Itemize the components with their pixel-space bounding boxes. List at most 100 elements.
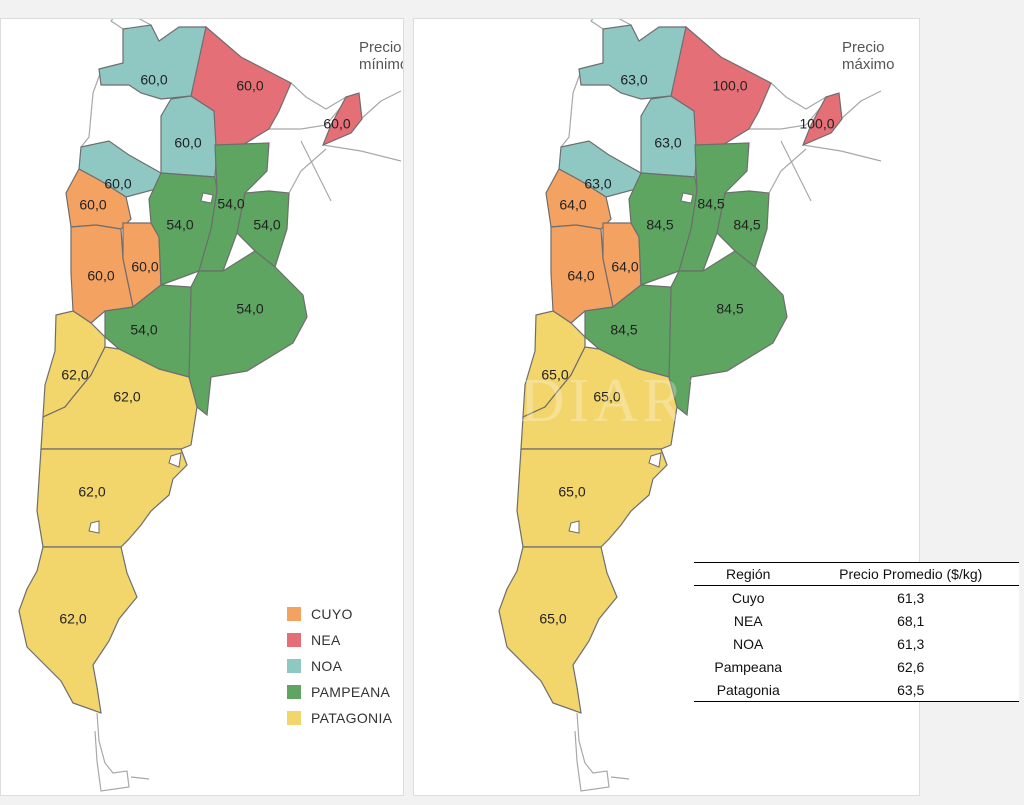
price-label-noa-south: 63,0 xyxy=(584,176,611,192)
region-cell: Pampeana xyxy=(714,658,783,675)
lake-shape xyxy=(568,520,580,534)
price-label-pat-chubut: 62,0 xyxy=(78,484,105,500)
province-noa-north xyxy=(578,24,689,100)
price-label-pam-entrerios: 54,0 xyxy=(253,217,280,233)
region-cell: Patagonia xyxy=(694,678,803,702)
table-row: Patagonia 63,5 xyxy=(694,678,1019,702)
price-label-pat-chubut: 65,0 xyxy=(558,484,585,500)
legend-item-patagonia: PATAGONIA xyxy=(287,705,392,731)
legend-label: NOA xyxy=(311,658,343,674)
legend-item-pampeana: PAMPEANA xyxy=(287,679,392,705)
column-header-region: Región xyxy=(694,562,803,586)
price-label-nea-chaco: 100,0 xyxy=(712,78,747,94)
country-border xyxy=(749,100,827,130)
price-label-nea-chaco: 60,0 xyxy=(236,78,263,94)
legend-label: NEA xyxy=(311,632,341,648)
price-label-pat-santacruz: 62,0 xyxy=(59,611,86,627)
country-border xyxy=(269,100,347,130)
map-geometry: 60,0 60,0 60,0 60,0 60,0 60,0 60,0 60,0 54,0 54,0… xyxy=(18,19,402,792)
province-noa-north xyxy=(98,24,209,100)
legend-swatch xyxy=(287,659,301,673)
watermark-logo: DIARIO xyxy=(520,367,761,435)
province-nea-chaco xyxy=(190,25,292,147)
price-label-noa-north: 60,0 xyxy=(140,72,167,88)
country-border xyxy=(130,776,150,780)
price-label-cuyo-sanluis: 60,0 xyxy=(131,259,158,275)
province-pat-santacruz xyxy=(18,546,138,714)
country-border xyxy=(94,712,130,792)
price-label-pam-cordoba: 54,0 xyxy=(166,217,193,233)
map-title: Precio máximo xyxy=(840,39,919,73)
legend-swatch xyxy=(287,711,301,725)
lake-shape xyxy=(168,452,182,468)
price-label-pat-neuquen: 65,0 xyxy=(541,367,568,383)
price-label-pat-rionegro: 62,0 xyxy=(113,389,140,405)
legend-label: PAMPEANA xyxy=(311,684,391,700)
price-label-noa-south: 60,0 xyxy=(104,176,131,192)
country-border xyxy=(110,19,152,32)
legend-swatch xyxy=(287,607,301,621)
price-label-cuyo-sanjuan: 64,0 xyxy=(559,197,586,213)
price-label-cuyo-mendoza: 64,0 xyxy=(567,268,594,284)
province-pam-entrerios xyxy=(236,190,290,269)
argentina-map-min: 60,0 60,0 60,0 60,0 60,0 60,0 60,0 60,0 54,0 54,0… xyxy=(18,19,402,792)
legend-label: CUYO xyxy=(311,606,353,622)
legend-label: PATAGONIA xyxy=(311,710,393,726)
table-header-row: Región Precio Promedio ($/kg) xyxy=(694,562,1019,586)
country-border xyxy=(290,82,347,110)
country-border xyxy=(80,70,102,148)
price-label-nea-misiones: 60,0 xyxy=(323,116,350,132)
price-label-pam-entrerios: 84,5 xyxy=(733,217,760,233)
argentina-map-max: 63,0 63,0 63,0 100,0 100,0 64,0 64,0 64,0 84,5 84… xyxy=(498,19,882,792)
province-pam-entrerios xyxy=(716,190,770,269)
province-pam-cordoba xyxy=(148,172,218,286)
price-cell: 61,3 xyxy=(897,635,925,652)
price-label-pam-buenosaires: 84,5 xyxy=(716,301,743,317)
legend: CUYO NEA NOA PAMPEANA PATAGONIA xyxy=(287,601,392,731)
price-label-noa-north: 63,0 xyxy=(620,72,647,88)
legend-item-nea: NEA xyxy=(287,627,392,653)
province-nea-misiones xyxy=(801,92,843,147)
price-label-pam-lapampa: 84,5 xyxy=(610,322,637,338)
price-cell: 62,6 xyxy=(897,658,925,675)
price-label-cuyo-sanluis: 64,0 xyxy=(611,259,638,275)
table-row: Cuyo 61,3 xyxy=(694,586,1019,610)
province-pat-santacruz xyxy=(498,546,618,714)
legend-swatch xyxy=(287,633,301,647)
province-pam-cordoba xyxy=(628,172,698,286)
country-border xyxy=(322,144,402,162)
price-label-cuyo-sanjuan: 60,0 xyxy=(79,197,106,213)
price-label-cuyo-mendoza: 60,0 xyxy=(87,268,114,284)
column-header-price: Precio Promedio ($/kg) xyxy=(802,562,1019,586)
table-row: Pampeana 62,6 xyxy=(694,655,1019,678)
price-label-pam-santafe: 54,0 xyxy=(217,196,244,212)
country-border xyxy=(300,140,332,202)
price-label-pat-neuquen: 62,0 xyxy=(61,367,88,383)
region-cell: NEA xyxy=(733,612,763,629)
map-title: Precio mínimo xyxy=(357,39,403,73)
price-label-nea-misiones: 100,0 xyxy=(799,116,834,132)
province-pat-chubut xyxy=(516,448,668,548)
lake-shape xyxy=(200,192,214,204)
country-border xyxy=(590,19,632,32)
price-label-pat-santacruz: 65,0 xyxy=(539,611,566,627)
map-geometry: 63,0 63,0 63,0 100,0 100,0 64,0 64,0 64,0 84,5 84… xyxy=(498,19,882,792)
province-pam-buenosaires xyxy=(188,250,308,417)
price-cell: 68,1 xyxy=(897,612,925,629)
price-label-pat-rionegro: 65,0 xyxy=(593,389,620,405)
price-label-pam-santafe: 84,5 xyxy=(697,196,724,212)
price-cell: 63,5 xyxy=(802,678,1019,702)
lake-shape xyxy=(88,520,100,534)
country-border xyxy=(560,70,582,148)
province-pam-santafe xyxy=(198,142,270,272)
province-nea-misiones xyxy=(321,92,363,147)
country-border xyxy=(770,82,827,110)
price-label-noa-center: 63,0 xyxy=(654,135,681,151)
legend-item-cuyo: CUYO xyxy=(287,601,392,627)
province-pam-buenosaires xyxy=(668,250,788,417)
country-border xyxy=(574,712,610,792)
price-label-pam-cordoba: 84,5 xyxy=(646,217,673,233)
province-pat-chubut xyxy=(36,448,188,548)
country-border xyxy=(610,776,630,780)
region-cell: NOA xyxy=(733,635,764,652)
